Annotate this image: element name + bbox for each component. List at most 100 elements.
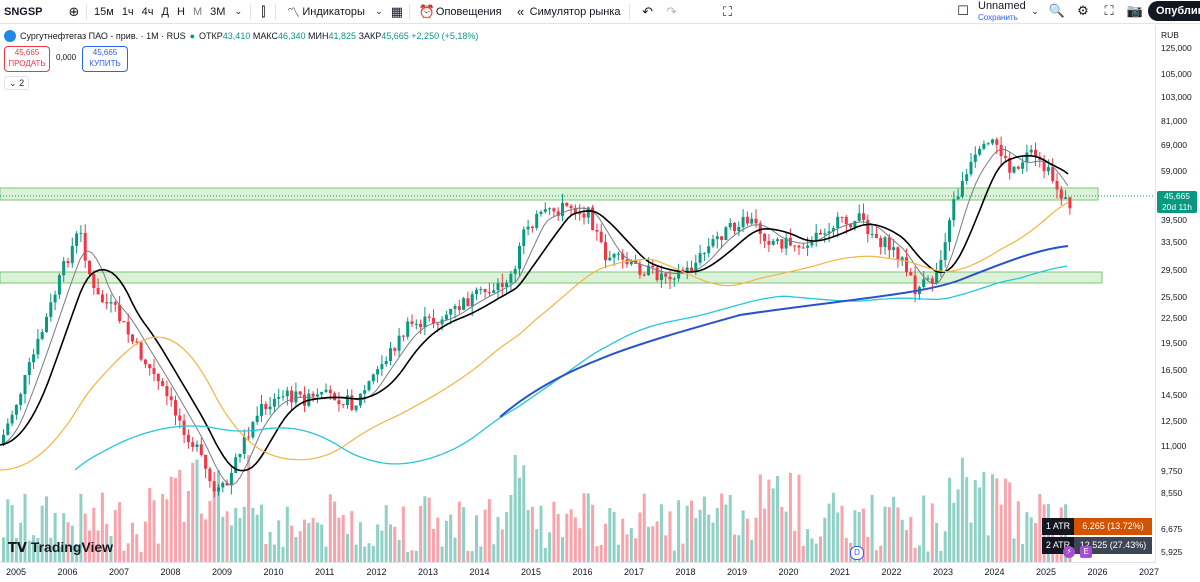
time-tick-label: 2024: [984, 567, 1005, 577]
flash-icon[interactable]: ⚡: [1063, 546, 1075, 558]
time-tick-label: 2007: [109, 567, 130, 577]
candle-body: [905, 257, 908, 273]
save-link[interactable]: Сохранить: [978, 13, 1018, 22]
candle-body: [758, 223, 762, 234]
volume-bar: [238, 518, 242, 562]
replay-button[interactable]: « Симулятор рынка: [507, 0, 626, 23]
volume-bar: [40, 505, 44, 562]
candle-body: [500, 283, 504, 287]
rewind-icon: «: [517, 4, 525, 19]
timeframe-1h[interactable]: 1ч: [121, 5, 134, 18]
candle-body: [384, 360, 388, 365]
templates-icon[interactable]: ▦: [390, 3, 404, 19]
time-tick-label: 2018: [675, 567, 696, 577]
volume-bar: [862, 508, 865, 562]
divider: [275, 3, 277, 20]
candle-body: [290, 390, 294, 403]
volume-bar: [986, 535, 990, 562]
candle-body: [896, 247, 900, 261]
indicators-button[interactable]: 〽 Индикаторы: [279, 0, 370, 23]
redo-icon[interactable]: ↷: [666, 3, 677, 19]
sell-button[interactable]: 45,665 ПРОДАТЬ: [4, 46, 50, 72]
volume-bar: [423, 496, 427, 562]
timeframe-day[interactable]: Д: [161, 5, 169, 18]
quick-search-icon[interactable]: 🔍: [1048, 3, 1066, 18]
candle-body: [862, 213, 865, 220]
add-symbol-icon[interactable]: ⊕: [68, 3, 80, 19]
price-chart[interactable]: [0, 25, 1155, 562]
volume-bar: [234, 507, 238, 562]
candle-body: [242, 436, 246, 454]
symbol-title[interactable]: Сургутнефтегаз ПАО - прив. · 1М · RUS: [20, 31, 186, 41]
divider: [408, 3, 410, 20]
candle-body: [1021, 162, 1025, 169]
earnings-badge[interactable]: E: [1080, 546, 1092, 558]
ma-medium-line: [0, 154, 1069, 472]
candle-body: [212, 481, 216, 492]
price-tick-label: 19,500: [1161, 338, 1187, 348]
volume-bar: [328, 494, 332, 562]
volume-bar: [608, 508, 612, 562]
timeframe-week[interactable]: Н: [176, 5, 185, 18]
layout-checkbox-icon[interactable]: ☐: [957, 3, 969, 18]
chevron-down-icon[interactable]: ⌄: [375, 6, 383, 16]
candle-body: [401, 335, 405, 337]
candle-body: [462, 298, 466, 310]
timeframe-month[interactable]: М: [192, 5, 203, 18]
volume-bar: [690, 500, 693, 562]
time-tick-label: 2021: [830, 567, 851, 577]
volume-bar: [1055, 546, 1059, 562]
candle-body: [578, 213, 582, 215]
volume-bar: [354, 544, 358, 562]
candle-body: [543, 209, 547, 212]
layout-name[interactable]: Unnamed Сохранить: [978, 1, 1026, 23]
volume-bar: [1038, 493, 1042, 562]
time-axis[interactable]: 2005 2006 2007 2008 2009 2010 2011 2012 2013 2014…: [0, 562, 1159, 582]
candle-body: [281, 396, 285, 398]
volume-bar: [612, 511, 616, 562]
candle-body: [651, 265, 655, 268]
candle-body: [268, 406, 272, 410]
chevron-down-icon[interactable]: ⌄: [234, 6, 243, 16]
candle-body: [844, 216, 848, 225]
candle-body: [599, 231, 603, 243]
symbol-search[interactable]: SNGSP: [4, 5, 43, 18]
volume-bar: [487, 499, 491, 562]
candle-body: [109, 302, 113, 304]
candle-body: [793, 245, 797, 247]
volume-bar: [324, 546, 328, 562]
camera-icon[interactable]: 📷: [1126, 3, 1144, 18]
volume-bar: [285, 506, 289, 562]
volume-bar: [1003, 478, 1007, 562]
candle-body: [83, 232, 87, 261]
volume-bar: [414, 550, 418, 562]
price-axis[interactable]: RUB 125,000 105,000 103,000 81,000 69,000 59,…: [1155, 25, 1200, 563]
time-to-close: 20d 11h: [1161, 202, 1193, 212]
settings-icon[interactable]: ⚙: [1077, 3, 1089, 18]
candles-icon[interactable]: ⫿: [261, 3, 266, 19]
dividend-badge[interactable]: D: [850, 546, 864, 560]
timeframe-3month[interactable]: 3М: [210, 5, 226, 18]
publish-button[interactable]: Опубликовать: [1148, 1, 1200, 21]
volume-bar: [470, 551, 474, 562]
volume-bar: [419, 506, 423, 562]
alerts-button[interactable]: ⏰ Оповещения: [413, 0, 507, 23]
timeframe-15m[interactable]: 15м: [94, 5, 114, 18]
volume-bar: [582, 493, 586, 562]
fullscreen-selection-icon[interactable]: ⛶: [722, 3, 733, 19]
volume-bar: [436, 517, 440, 562]
candle-body: [414, 323, 418, 325]
buy-button[interactable]: 45,665 КУПИТЬ: [82, 46, 128, 72]
tradingview-logo[interactable]: 𝗧𝗩 TradingView: [8, 539, 113, 556]
chevron-down-icon[interactable]: ⌄: [1031, 5, 1039, 16]
fullscreen-icon[interactable]: ⛶: [1104, 3, 1114, 18]
candle-body: [79, 232, 83, 234]
volume-bar: [823, 517, 827, 562]
indicators-collapse-button[interactable]: ⌄ 2: [4, 76, 30, 90]
volume-bar: [148, 487, 152, 562]
volume-bar: [260, 504, 263, 562]
undo-icon[interactable]: ↶: [642, 3, 653, 19]
timeframe-4h[interactable]: 4ч: [141, 5, 154, 18]
ma-slow-line: [0, 201, 1069, 471]
volume-bar: [195, 459, 199, 562]
